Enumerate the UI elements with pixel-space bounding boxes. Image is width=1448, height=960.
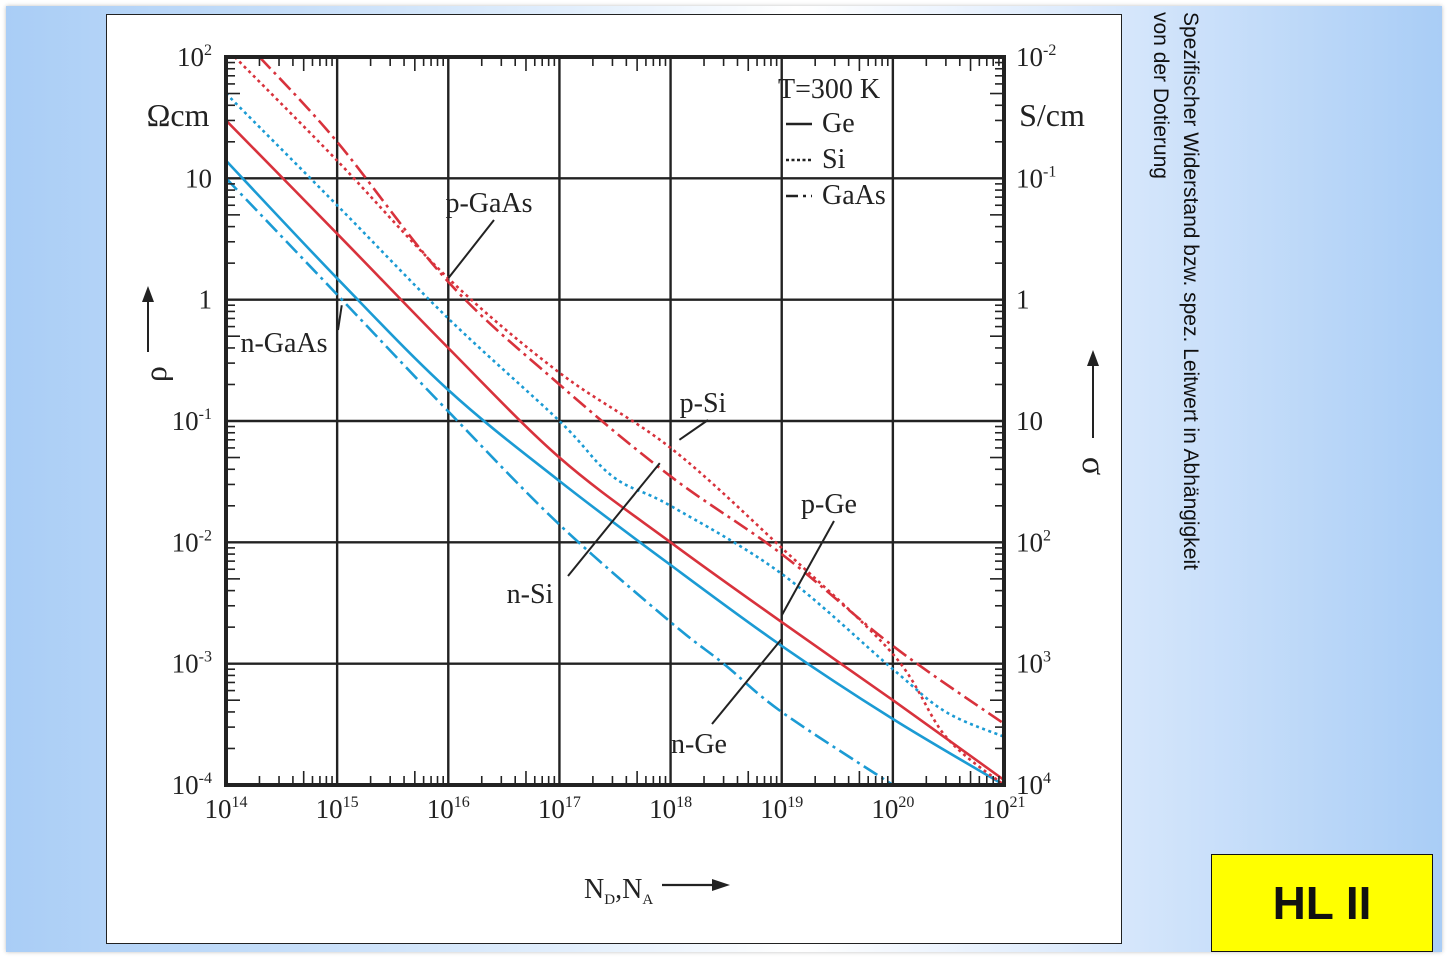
course-badge: HL II: [1211, 854, 1433, 952]
x-tick-label: 1018: [649, 794, 692, 824]
x-tick-label: 1014: [205, 794, 248, 824]
series-line-p-gaas: [258, 56, 1005, 725]
series-line-p-ge: [225, 119, 1005, 782]
resistivity-chart: 1014 1015 1016 1017 1018 1019 1020 102110210110…: [137, 42, 1112, 908]
y-tick-label-left: 10-4: [172, 770, 212, 800]
x-tick-label: 1021: [983, 794, 1026, 824]
legend-label-si: Si: [822, 144, 846, 175]
x-tick-label: 1015: [316, 794, 359, 824]
annotation-leader-p-gaas: [447, 219, 495, 279]
x-tick-label: 1017: [538, 794, 581, 824]
y-tick-label-right: 10-1: [1016, 163, 1056, 193]
right-axis-arrow-head: [1087, 350, 1099, 366]
left-axis-unit: Ωcm: [147, 97, 210, 133]
annotation-leader-n-ge: [711, 638, 783, 725]
annotation-label-p-ge: p-Ge: [801, 489, 857, 520]
series-line-n-si: [225, 92, 1005, 738]
x-tick-label: 1019: [760, 794, 803, 824]
annotation-label-p-gaas: p-GaAs: [445, 188, 532, 219]
y-tick-label-right: 1: [1016, 285, 1030, 315]
x-tick-label: 1020: [871, 794, 914, 824]
right-axis-symbol: σ: [1075, 457, 1112, 475]
x-axis-label: ND,NA: [584, 874, 653, 908]
right-axis-unit: S/cm: [1019, 97, 1085, 133]
annotation-leader-p-ge: [780, 520, 835, 616]
y-tick-label-left: 10-2: [172, 527, 212, 557]
grid-layer: [224, 55, 1006, 787]
axis-layer: 1014 1015 1016 1017 1018 1019 1020 102110210110…: [137, 42, 1112, 908]
legend-title: T=300 K: [778, 74, 880, 105]
left-axis-arrow-head: [142, 286, 154, 302]
legend-label-ge: Ge: [822, 108, 855, 139]
series-line-n-gaas: [225, 177, 894, 787]
annotation-layer: p-GaAs n-GaAs p-Si n-Si p-Ge n-Ge: [240, 188, 857, 760]
y-tick-label-right: 103: [1016, 649, 1051, 679]
legend-layer: T=300 KGe Si GaAs: [778, 74, 886, 211]
y-tick-label-left: 10: [185, 163, 212, 193]
y-tick-label-right: 102: [1016, 527, 1051, 557]
annotation-label-n-si: n-Si: [507, 579, 554, 610]
annotation-label-p-si: p-Si: [680, 388, 727, 419]
y-tick-label-left: 10-3: [172, 649, 212, 679]
plot-area-border: [224, 55, 1006, 787]
y-tick-label-left: 10-1: [172, 406, 212, 436]
left-axis-symbol: ρ: [137, 366, 173, 382]
series-line-n-ge: [225, 159, 1005, 787]
y-tick-label-right: 104: [1016, 770, 1051, 800]
annotation-leader-p-si: [678, 419, 709, 441]
annotation-leader-n-si: [567, 462, 661, 577]
y-tick-label-left: 1: [199, 285, 213, 315]
annotation-label-n-ge: n-Ge: [671, 729, 727, 760]
y-tick-label-left: 102: [177, 42, 212, 72]
series-layer: [225, 56, 1005, 787]
y-tick-label-right: 10-2: [1016, 42, 1056, 72]
y-tick-label-right: 10: [1016, 406, 1043, 436]
legend-label-gaas: GaAs: [822, 180, 886, 211]
x-tick-label: 1016: [427, 794, 470, 824]
annotation-leader-n-gaas: [337, 305, 343, 331]
annotation-label-n-gaas: n-GaAs: [240, 328, 327, 359]
x-axis-arrow-head: [712, 879, 730, 891]
slide-caption: Spezifischer Widerstand bzw. spez. Leitw…: [1149, 12, 1202, 570]
